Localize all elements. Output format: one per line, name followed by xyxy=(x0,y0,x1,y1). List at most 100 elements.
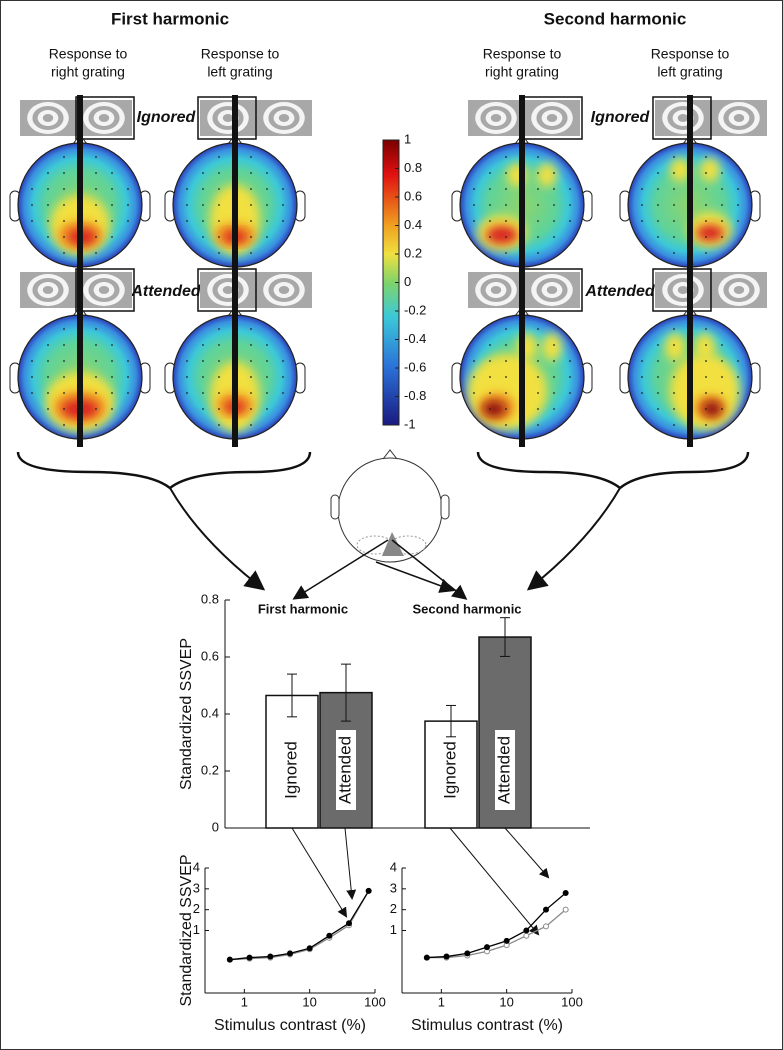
electrode xyxy=(63,172,65,174)
electrode xyxy=(63,328,65,330)
electrode xyxy=(505,156,507,158)
electrode xyxy=(721,204,723,206)
grating-ring xyxy=(733,286,745,294)
colorbar-label: 0.6 xyxy=(404,188,422,203)
electrode xyxy=(489,344,491,346)
arrow xyxy=(291,827,348,918)
point xyxy=(503,937,510,944)
electrode xyxy=(266,236,268,238)
activation xyxy=(696,225,724,241)
electrode xyxy=(505,188,507,190)
y-tick-label: 1 xyxy=(193,922,200,937)
electrode xyxy=(95,172,97,174)
electrode xyxy=(673,156,675,158)
electrode xyxy=(537,408,539,410)
point xyxy=(226,956,233,963)
electrode xyxy=(673,424,675,426)
electrode xyxy=(721,220,723,222)
electrode xyxy=(737,360,739,362)
electrode xyxy=(657,376,659,378)
electrode xyxy=(282,360,284,362)
y-tick-label: 0.2 xyxy=(201,762,219,777)
point xyxy=(423,954,430,961)
x-tick-label: 10 xyxy=(302,994,316,1009)
attention-box xyxy=(75,96,135,140)
electrode xyxy=(250,328,252,330)
electrode xyxy=(95,328,97,330)
electrode xyxy=(553,220,555,222)
electrode xyxy=(63,236,65,238)
electrode xyxy=(721,376,723,378)
grating-ring xyxy=(677,286,689,294)
column-label: left grating xyxy=(207,64,272,80)
line xyxy=(426,909,567,959)
electrode xyxy=(250,408,252,410)
electrode xyxy=(553,408,555,410)
electrode xyxy=(641,220,643,222)
electrode xyxy=(47,188,49,190)
electrode xyxy=(63,408,65,410)
bar-label: Ignored xyxy=(440,741,459,799)
electrode xyxy=(266,376,268,378)
activation xyxy=(670,158,690,182)
y-tick-label: 4 xyxy=(193,859,200,874)
colorbar-label: 0.8 xyxy=(404,160,422,175)
grating-ring xyxy=(490,286,502,294)
electrode xyxy=(673,236,675,238)
electrode xyxy=(111,408,113,410)
label-bg xyxy=(495,730,515,810)
grating-ring xyxy=(546,114,558,122)
electrode xyxy=(705,204,707,206)
electrode xyxy=(127,376,129,378)
electrode xyxy=(31,376,33,378)
electrode xyxy=(218,172,220,174)
electrode xyxy=(489,188,491,190)
electrode xyxy=(127,392,129,394)
electrode xyxy=(721,408,723,410)
activation xyxy=(486,226,518,244)
electrode xyxy=(218,236,220,238)
electrode xyxy=(705,424,707,426)
point xyxy=(306,945,313,952)
electrode xyxy=(111,392,113,394)
electrode xyxy=(657,172,659,174)
point xyxy=(543,906,550,913)
electrode xyxy=(31,220,33,222)
electrode xyxy=(657,204,659,206)
electrode xyxy=(202,344,204,346)
electrode xyxy=(250,360,252,362)
y-axis-title: Standardized SSVEP xyxy=(178,854,195,1006)
electrode xyxy=(202,236,204,238)
electrode xyxy=(127,220,129,222)
electrode xyxy=(473,220,475,222)
point xyxy=(287,950,293,957)
column-label: Response to xyxy=(49,46,128,62)
electrode xyxy=(673,220,675,222)
point xyxy=(484,944,490,951)
electrode xyxy=(63,344,65,346)
line xyxy=(229,890,370,961)
electrode xyxy=(250,252,252,254)
point xyxy=(246,954,253,961)
electrode xyxy=(266,188,268,190)
point xyxy=(523,932,530,939)
electrode xyxy=(537,156,539,158)
electrode xyxy=(673,252,675,254)
electrode xyxy=(505,328,507,330)
electrode xyxy=(111,236,113,238)
arrow xyxy=(449,827,540,936)
condition-label: Attended xyxy=(584,283,656,300)
electrode xyxy=(218,220,220,222)
electrode xyxy=(489,220,491,222)
electrode xyxy=(553,172,555,174)
electrode xyxy=(95,188,97,190)
electrode xyxy=(641,204,643,206)
electrode xyxy=(473,392,475,394)
electrode xyxy=(641,376,643,378)
electrode xyxy=(95,408,97,410)
electrode xyxy=(186,220,188,222)
column-label: right grating xyxy=(51,64,125,80)
attention-box xyxy=(197,268,257,312)
layout xyxy=(9,95,767,447)
electrode xyxy=(673,172,675,174)
